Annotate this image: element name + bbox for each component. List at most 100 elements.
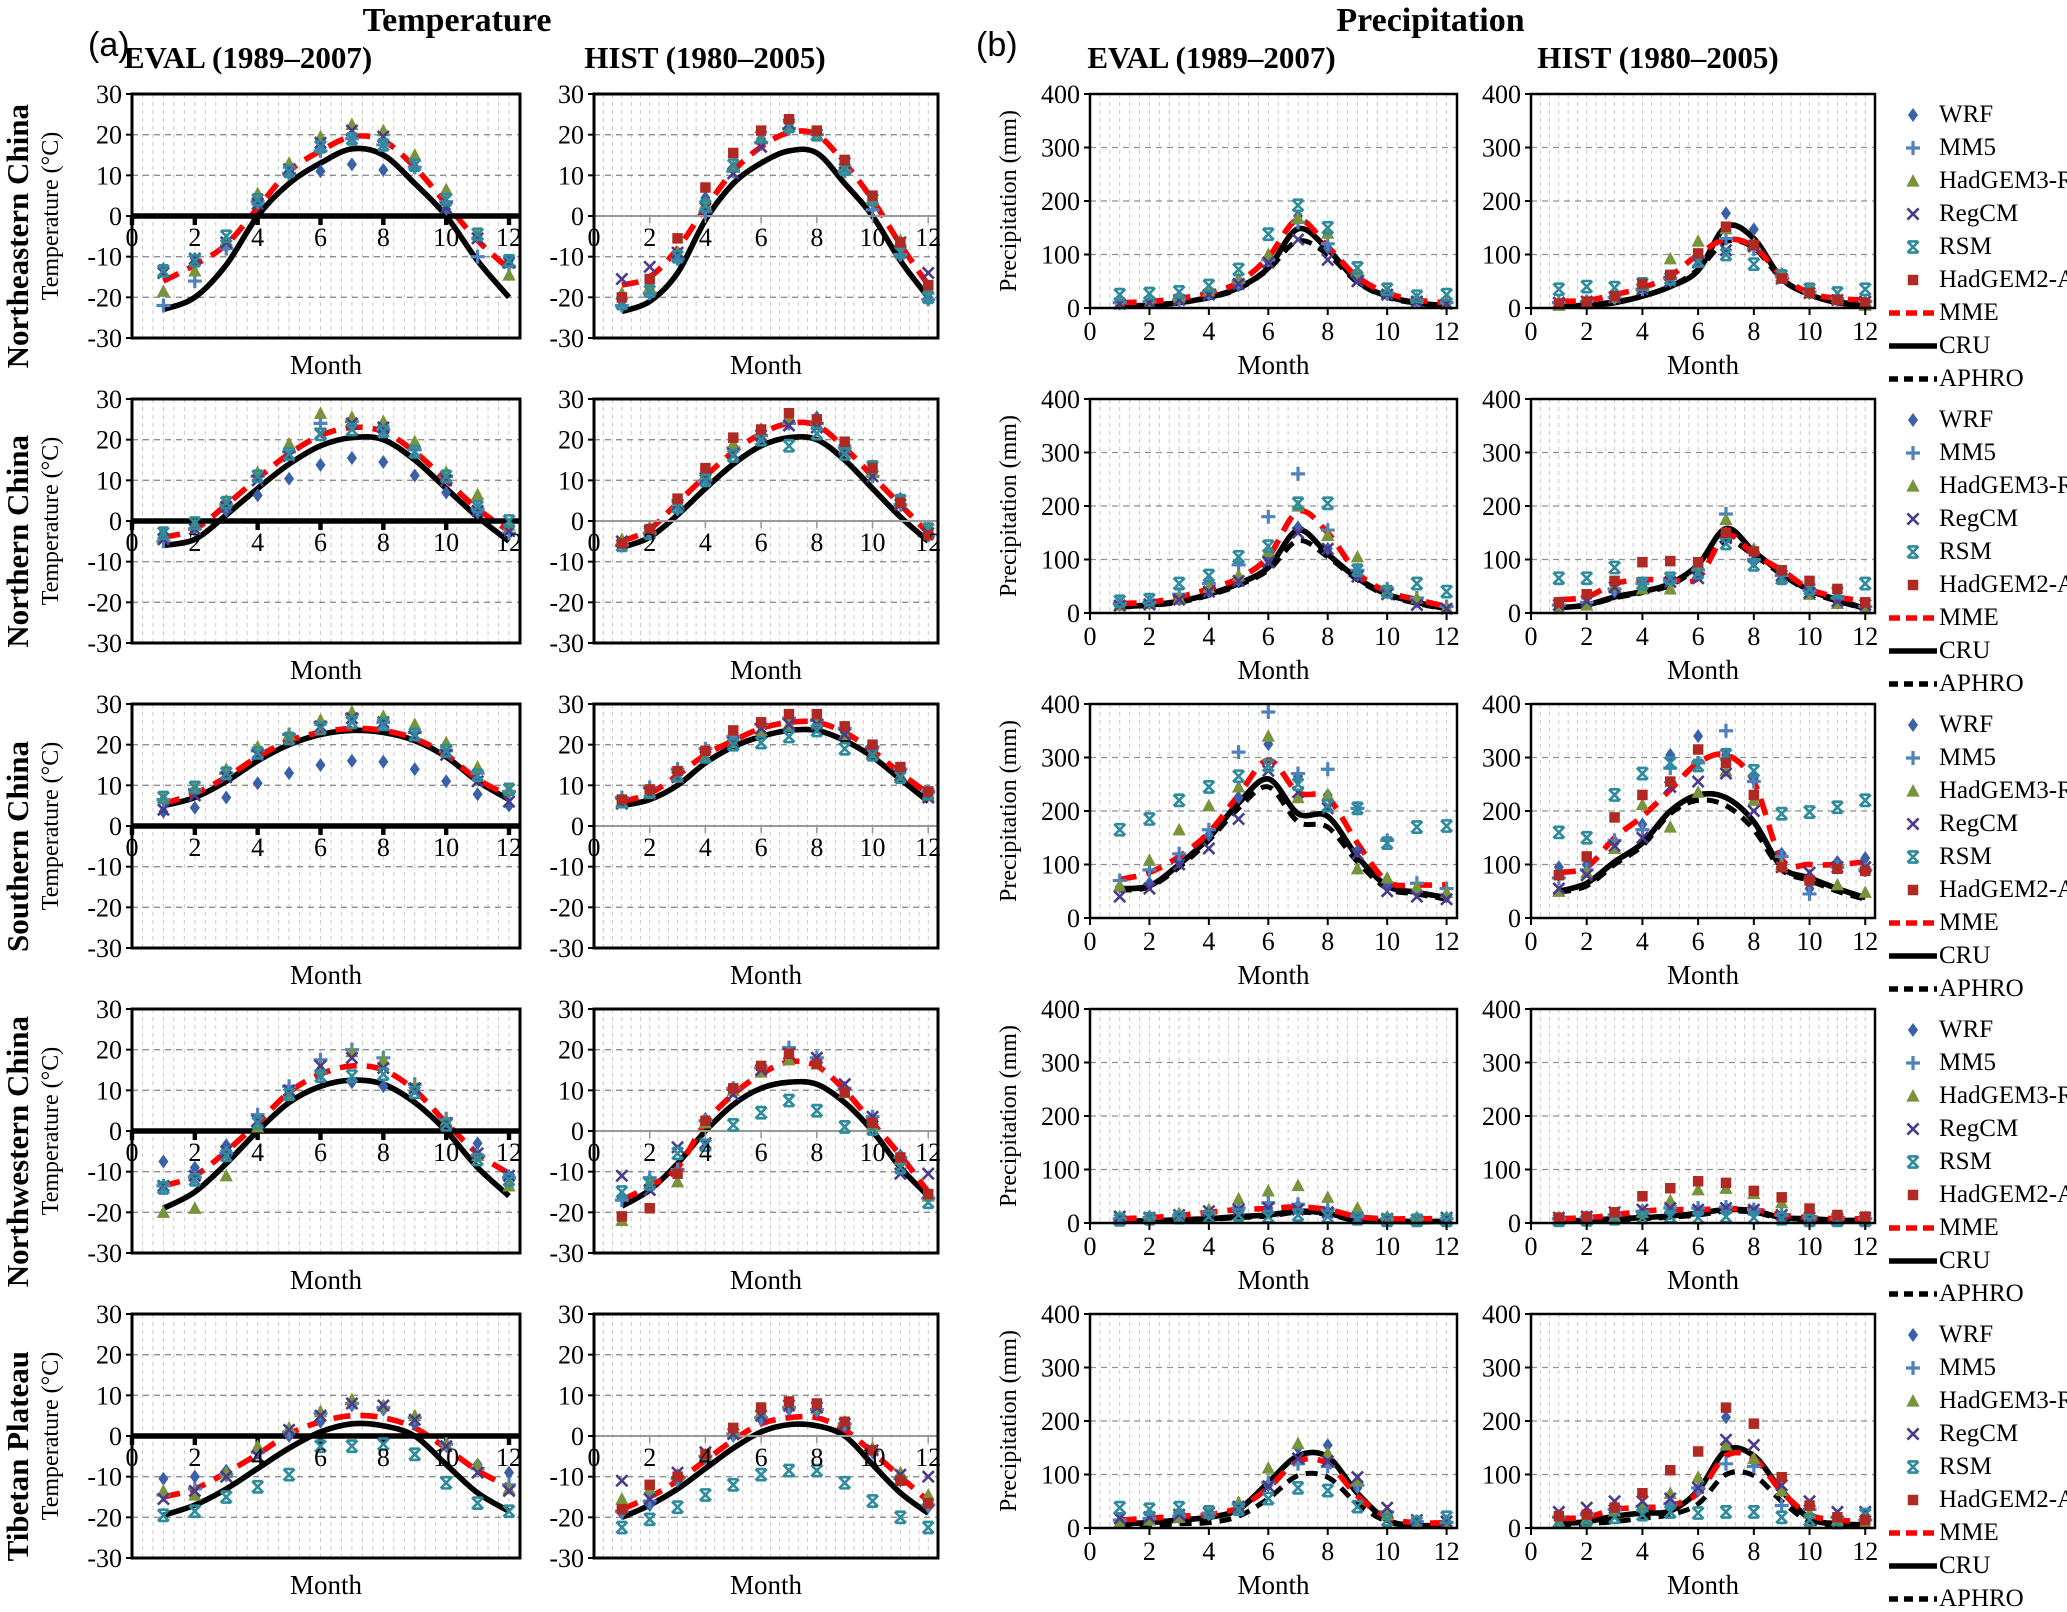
- rsm-marker-icon: [1747, 257, 1761, 272]
- y-tick-label: 10: [96, 1381, 122, 1410]
- hadgem3-marker-icon: [1380, 870, 1394, 884]
- rsm-marker-icon: [1608, 280, 1622, 295]
- hadgem3-marker-icon: [1691, 785, 1705, 798]
- rsm-marker-icon: [188, 253, 202, 268]
- x-tick-label: 2: [1580, 1232, 1593, 1261]
- regcm-marker-icon: [408, 1081, 422, 1095]
- row-label: Southern China: [0, 694, 36, 999]
- regcm-scatter-series: [1113, 764, 1454, 906]
- rsm-marker-icon: [810, 426, 824, 441]
- y-tick-label: 0: [571, 202, 584, 231]
- legend-item-regcm: RegCM: [1887, 807, 2067, 840]
- rsm-marker-icon: [439, 743, 453, 758]
- regcm-marker-icon: [1580, 868, 1594, 882]
- cru-line: [620, 1421, 930, 1520]
- hadgem3-marker-icon: [1552, 601, 1566, 615]
- x-tick-label: 8: [810, 1138, 823, 1167]
- hadgem2-marker-icon: [1776, 1471, 1787, 1483]
- rsm-marker-icon: [754, 1105, 768, 1120]
- chart-tp-precip-eval: 0 100 200 300 400 0 2 4 6 8 10 12 Month Precipitation…: [994, 1300, 1469, 1609]
- regcm-marker-icon: [439, 473, 453, 487]
- hadgem2-marker-icon: [728, 432, 739, 443]
- x-tick-label: 4: [1636, 1232, 1649, 1261]
- cru-legend-swatch-icon: [1889, 342, 1937, 349]
- legend-item-rsm: RSM: [1887, 535, 2067, 568]
- hadgem3-marker-icon: [1172, 591, 1186, 604]
- legend-item-rsm: RSM: [1887, 1450, 2067, 1483]
- x-tick-label: 12: [1434, 1232, 1460, 1261]
- y-tick-label: 0: [1508, 294, 1521, 323]
- hadgem2-marker-icon: [783, 708, 795, 720]
- x-tick-label: 6: [1262, 317, 1275, 346]
- y-tick-label: -30: [87, 324, 122, 353]
- hadgem2-marker-icon: [1553, 1212, 1565, 1223]
- hadgem3-marker-icon: [1580, 865, 1594, 879]
- y-tick-label: -20: [87, 588, 122, 617]
- x-tick-label: 10: [1374, 927, 1400, 956]
- y-tick-label: 10: [558, 161, 584, 190]
- x-tick-label: 8: [810, 1443, 823, 1472]
- x-tick-label: 2: [188, 1443, 201, 1472]
- rsm-legend-swatch-icon: [1906, 544, 1920, 559]
- hadgem2-marker-icon: [1609, 812, 1620, 823]
- rsm-scatter-series: [1113, 758, 1454, 850]
- aphro-legend-swatch-icon: [1889, 1595, 1937, 1602]
- y-tick-label: 300: [1041, 744, 1080, 773]
- hadgem3-marker-icon: [439, 182, 453, 196]
- rsm-marker-icon: [1663, 571, 1677, 586]
- legend-label: CRU: [1939, 1551, 1991, 1579]
- rsm-marker-icon: [1803, 805, 1817, 819]
- rsm-marker-icon: [1380, 584, 1394, 599]
- regcm-scatter-series: [615, 1047, 935, 1197]
- rsm-marker-icon: [698, 198, 712, 213]
- zero-axis-tick: [506, 216, 512, 225]
- y-axis-title: Precipitation (mm): [996, 110, 1022, 292]
- hadgem2-ao-scatter-series: [616, 1048, 934, 1222]
- x-tick-label: 2: [1143, 1537, 1156, 1566]
- mm5-marker-icon: [1802, 886, 1817, 901]
- hadgem3-marker-icon: [1858, 601, 1872, 615]
- rsm-marker-icon: [1830, 800, 1844, 815]
- regcm-marker-icon: [1906, 1121, 1920, 1136]
- hadgem2-marker-icon: [1832, 583, 1843, 595]
- hadgem2-ao-legend-swatch-icon: [1907, 274, 1919, 285]
- cru-line: [621, 726, 931, 809]
- x-tick-label: 0: [126, 223, 139, 252]
- regcm-marker-icon: [1291, 526, 1305, 540]
- hadgem2-marker-icon: [1720, 1177, 1732, 1189]
- y-tick-label: 20: [558, 1036, 584, 1065]
- regcm-marker-icon: [188, 1484, 202, 1498]
- x-tick-label: 0: [1084, 622, 1097, 651]
- rsm-marker-icon: [838, 741, 852, 756]
- legend-label: WRF: [1939, 100, 1994, 128]
- rsm-marker-icon: [1691, 565, 1705, 580]
- rsm-marker-icon: [1142, 1211, 1156, 1226]
- wrf-legend-swatch-icon: [1907, 1022, 1919, 1037]
- hadgem3-marker-icon: [1747, 1451, 1761, 1465]
- y-tick-label: 400: [1482, 389, 1521, 414]
- rsm-marker-icon: [1321, 496, 1335, 511]
- hadgem3-marker-icon: [1261, 729, 1275, 742]
- rsm-marker-icon: [251, 192, 265, 207]
- panel-gap: [914, 0, 974, 84]
- legend: WRF MM5 HadGEM3-RA RegCM RSM HadGEM2-AO MME CRU…: [1887, 999, 2067, 1307]
- rsm-marker-icon: [219, 229, 233, 244]
- regcm-marker-icon: [471, 1466, 485, 1480]
- x-tick-label: 10: [860, 1443, 886, 1472]
- regcm-marker-icon: [1113, 890, 1127, 904]
- x-tick-label: 6: [314, 528, 327, 557]
- x-tick-label: 10: [860, 528, 886, 557]
- wrf-marker-icon: [1720, 1410, 1732, 1425]
- rsm-marker-icon: [782, 119, 796, 134]
- hadgem2-marker-icon: [839, 721, 850, 732]
- x-tick-label: 10: [860, 833, 886, 862]
- panel-gap: [950, 1304, 994, 1609]
- hadgem2-marker-icon: [1776, 273, 1787, 284]
- hadgem2-marker-icon: [1720, 221, 1732, 232]
- regcm-marker-icon: [471, 504, 485, 518]
- hadgem2-marker-icon: [644, 1479, 655, 1491]
- rsm-scatter-series: [1113, 496, 1454, 609]
- rsm-marker-icon: [671, 1500, 685, 1515]
- y-axis-title: Precipitation (mm): [996, 415, 1022, 597]
- rsm-marker-icon: [408, 1447, 422, 1462]
